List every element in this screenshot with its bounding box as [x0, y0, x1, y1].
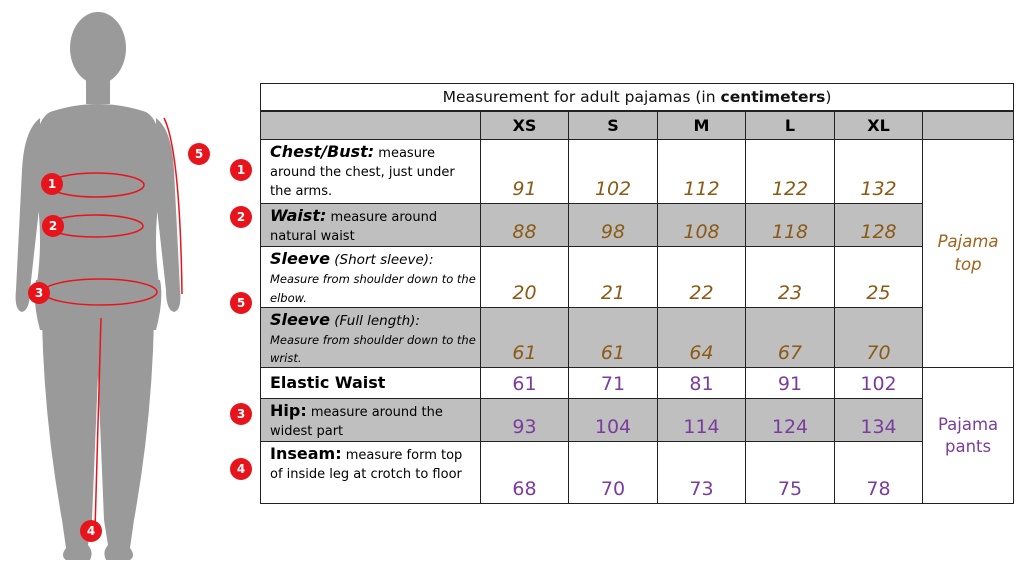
chart-title: Measurement for adult pajamas (in centim… — [259, 83, 1015, 112]
value-cell: 128 — [834, 203, 923, 247]
row-desc: measure form top of inside leg at crotch… — [270, 448, 463, 483]
value-cell: 61 — [568, 306, 658, 369]
title-suffix: ) — [825, 88, 832, 106]
value-cell: 20 — [480, 246, 569, 308]
value-cell: 25 — [834, 246, 923, 308]
value-cell: 102 — [834, 367, 923, 400]
row-name: Inseam: — [270, 444, 342, 464]
body-silhouette-figure — [15, 12, 183, 560]
header-blank — [260, 110, 481, 140]
row-marker-inseam: 4 — [230, 458, 252, 480]
row-name: Sleeve — [270, 249, 330, 268]
table-row-hip: Hip: measure around the widest part 93 1… — [260, 398, 1014, 443]
table-row-elastic-waist: Elastic Waist 61 71 81 91 102 Pajama pant… — [260, 367, 1015, 505]
table-row-sleeve-short: Sleeve (Short sleeve): Measure from shoul… — [260, 246, 1014, 308]
group-pants-line2: pants — [944, 436, 992, 456]
value-cell: 122 — [745, 139, 835, 204]
row-name: Elastic Waist — [270, 372, 386, 392]
row-name: Chest/Bust: — [270, 142, 375, 161]
value-cell: 61 — [480, 367, 569, 400]
group-top-line2: top — [954, 254, 982, 274]
size-m: M — [657, 110, 746, 140]
size-xs: XS — [480, 110, 569, 140]
size-header-row: XS S M L XL — [260, 110, 1015, 140]
value-cell: 112 — [657, 139, 746, 204]
marker-2-waist: 2 — [42, 215, 64, 237]
value-cell: 21 — [568, 246, 658, 308]
value-cell: 68 — [480, 441, 569, 505]
value-cell: 23 — [745, 246, 835, 308]
silhouette-shape — [15, 12, 181, 560]
table-row-inseam: Inseam: measure form top of inside leg a… — [260, 441, 1014, 505]
row-desc: measure around the widest part — [270, 405, 443, 440]
value-cell: 64 — [657, 306, 746, 369]
value-cell: 98 — [568, 203, 658, 247]
row-name: Sleeve — [270, 309, 330, 329]
row-desc: measure around the chest, just under the… — [270, 146, 455, 199]
row-name: Waist: — [270, 206, 327, 225]
title-text: Measurement for adult pajamas (in — [442, 88, 721, 106]
value-cell: 73 — [657, 441, 746, 505]
value-cell: 104 — [568, 398, 658, 443]
title-unit: centimeters — [720, 88, 826, 106]
value-cell: 118 — [745, 203, 835, 247]
header-blank-group — [921, 110, 1015, 140]
value-cell: 75 — [745, 441, 835, 505]
row-marker-sleeve: 5 — [230, 292, 252, 314]
row-marker-chest: 1 — [230, 159, 252, 181]
value-cell: 108 — [657, 203, 746, 247]
value-cell: 70 — [568, 441, 658, 505]
marker-1-chest: 1 — [41, 173, 63, 195]
value-cell: 81 — [657, 367, 746, 400]
table-row-sleeve-full: Sleeve (Full length): Measure from should… — [260, 306, 1014, 369]
row-marker-hip: 3 — [230, 403, 252, 425]
row-marker-waist: 2 — [230, 206, 252, 228]
row-name: Hip: — [270, 401, 307, 421]
value-cell: 134 — [834, 398, 923, 443]
table-row-chest: Chest/Bust: measure around the chest, ju… — [260, 138, 1015, 369]
size-s: S — [568, 110, 658, 140]
size-chart-table: Measurement for adult pajamas (in centim… — [259, 83, 1015, 505]
value-cell: 124 — [745, 398, 835, 443]
size-xl: XL — [834, 110, 923, 140]
value-cell: 132 — [834, 139, 923, 204]
row-desc: Measure from shoulder down to the wrist. — [270, 332, 476, 366]
row-desc: measure around natural waist — [270, 210, 438, 244]
inseam-measure-line — [94, 317, 102, 531]
value-cell: 22 — [657, 246, 746, 308]
value-cell: 114 — [657, 398, 746, 443]
sleeve-measure-line — [163, 117, 183, 295]
marker-5-sleeve: 5 — [188, 143, 210, 165]
value-cell: 93 — [480, 398, 569, 443]
group-pants-line1: Pajama — [937, 414, 999, 434]
table-row-waist: Waist: measure around natural waist 88 9… — [260, 203, 1014, 247]
value-cell: 91 — [480, 139, 569, 204]
group-top-line1: Pajama — [937, 232, 999, 252]
value-cell: 71 — [568, 367, 658, 400]
value-cell: 102 — [568, 139, 658, 204]
marker-3-hip: 3 — [28, 282, 50, 304]
row-desc: Measure from shoulder down to the elbow. — [270, 271, 476, 305]
value-cell: 91 — [745, 367, 835, 400]
row-sub: (Full length): — [330, 312, 420, 329]
group-pajama-top: Pajama top — [921, 138, 1015, 369]
size-l: L — [745, 110, 835, 140]
value-cell: 88 — [480, 203, 569, 247]
value-cell: 67 — [745, 306, 835, 369]
row-sub: (Short sleeve): — [330, 252, 434, 268]
group-pajama-pants: Pajama pants — [921, 367, 1015, 505]
value-cell: 61 — [480, 306, 569, 369]
value-cell: 70 — [834, 306, 923, 369]
marker-4-inseam: 4 — [80, 520, 102, 542]
value-cell: 78 — [834, 441, 923, 505]
